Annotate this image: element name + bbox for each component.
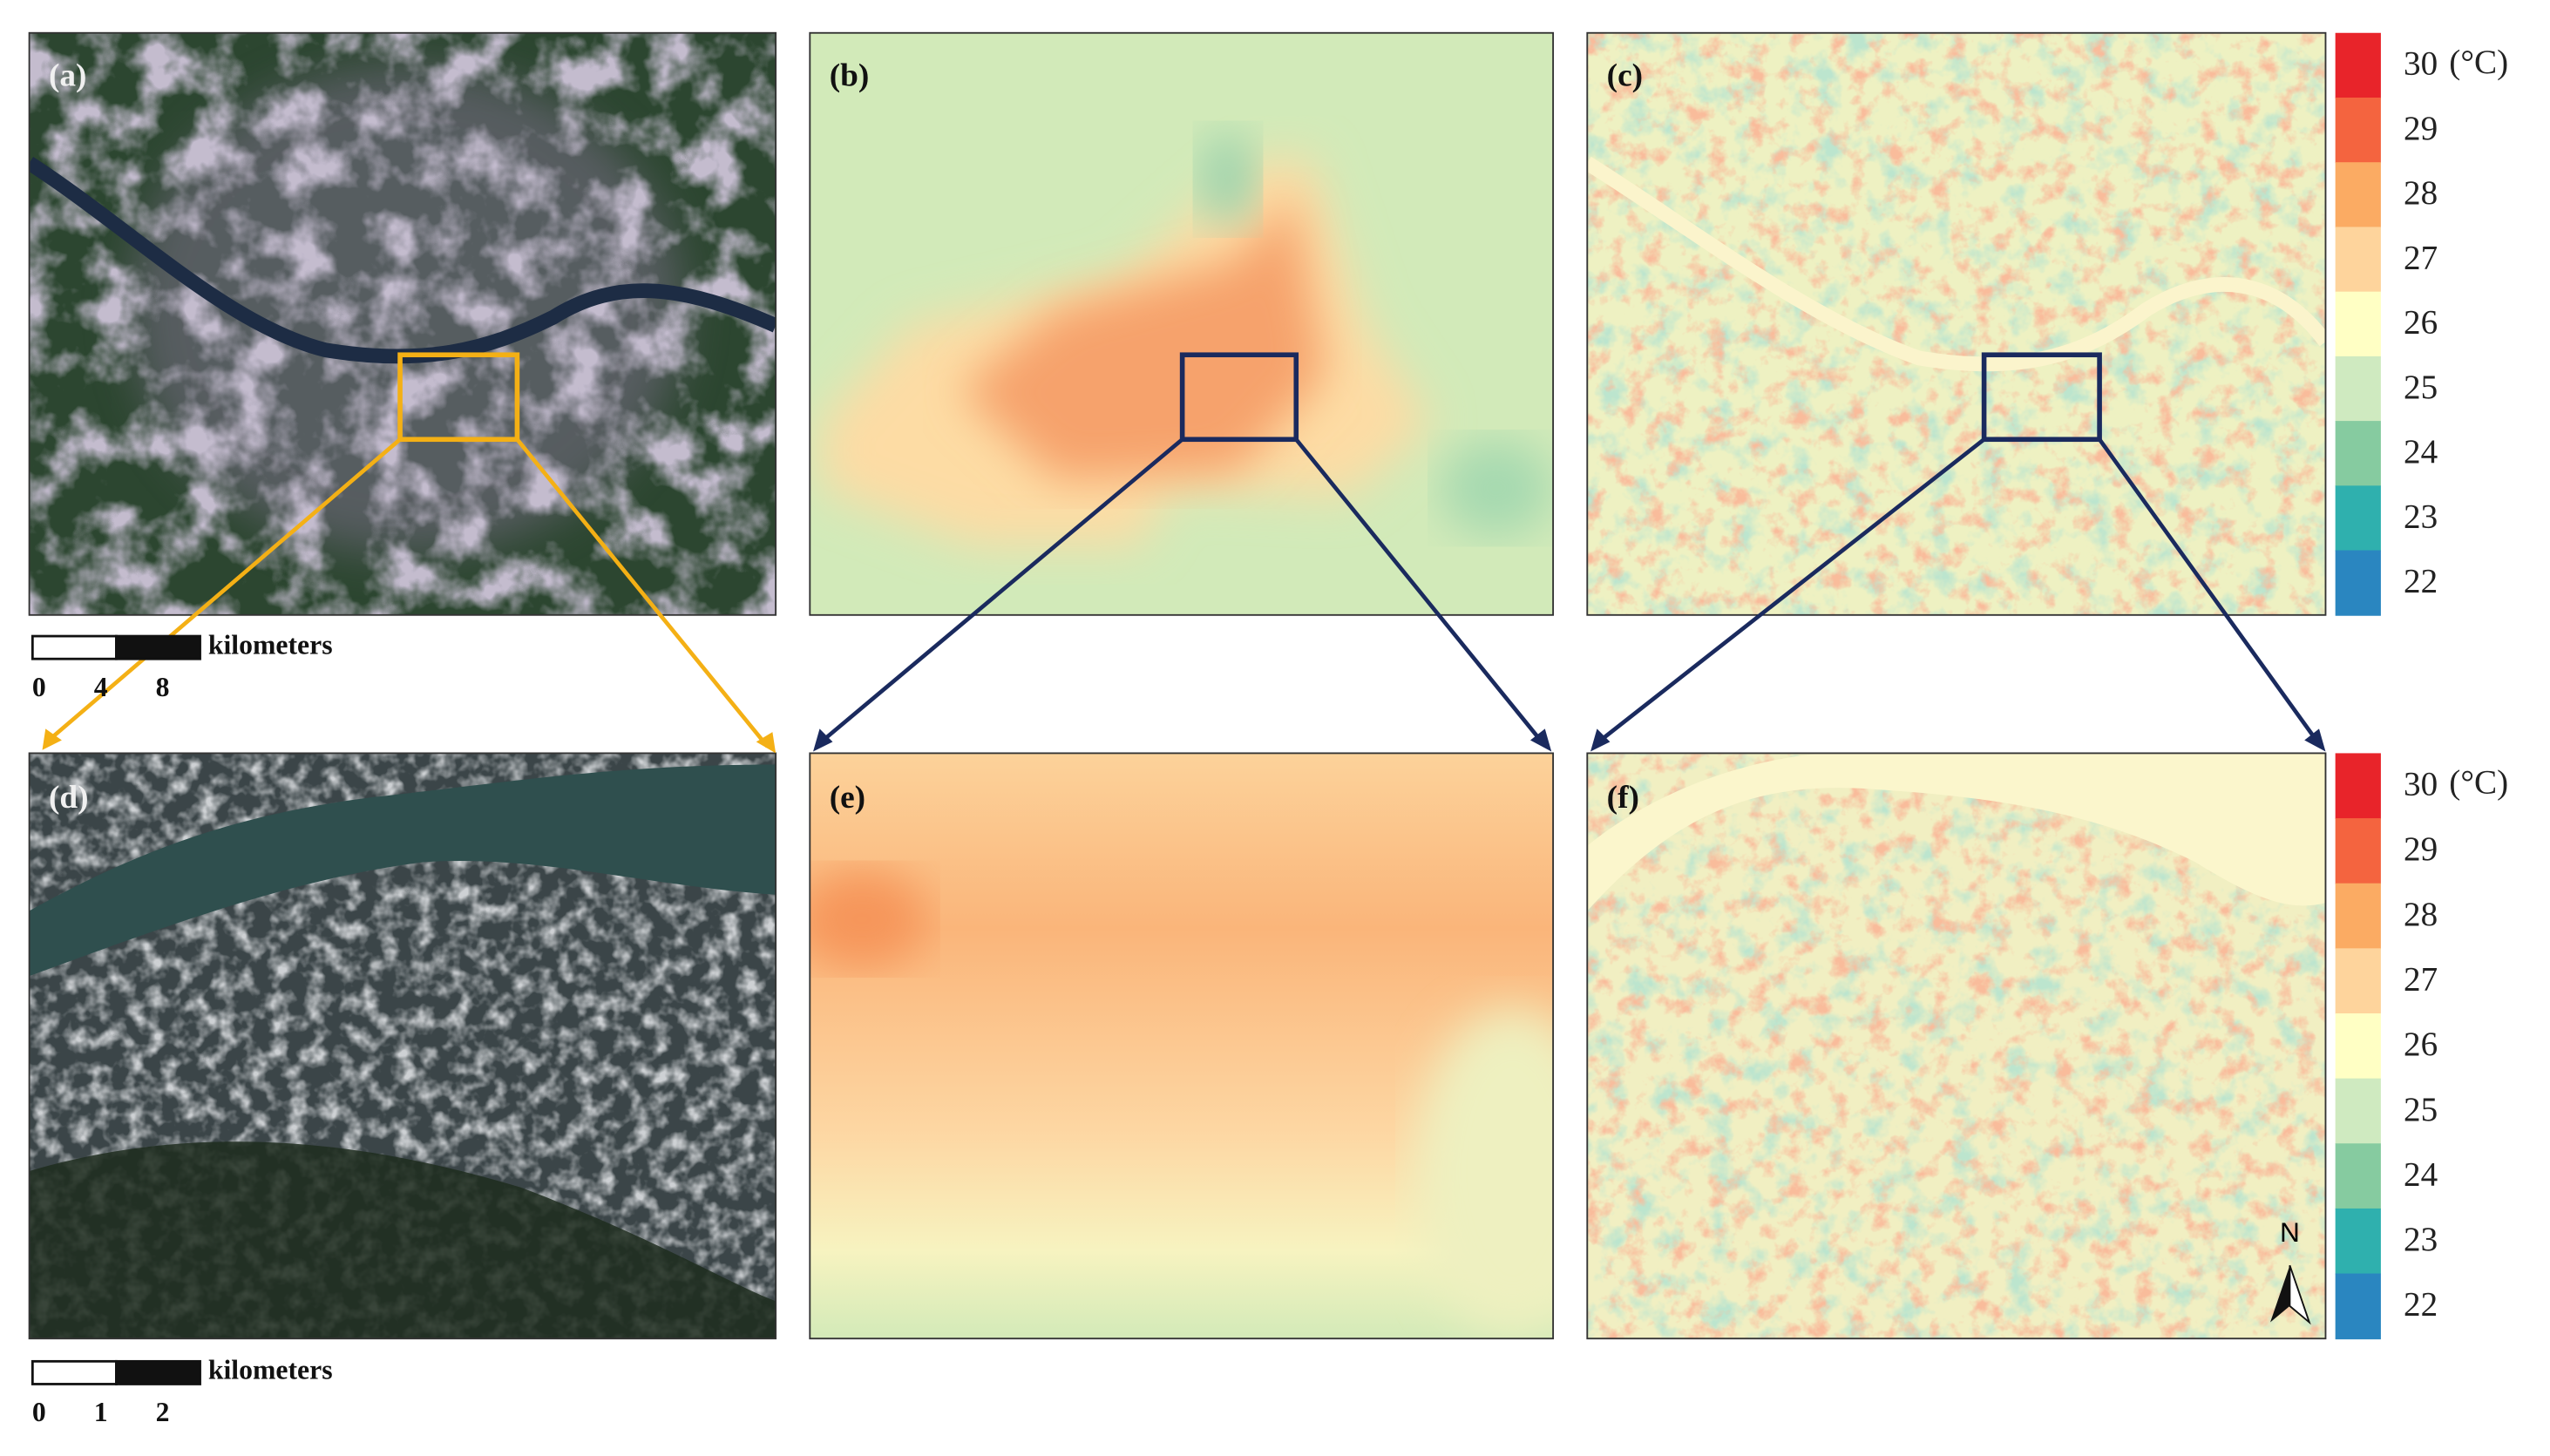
cool-area bbox=[1439, 439, 1554, 538]
colorbar-segment bbox=[2335, 818, 2381, 884]
colorbar-label: 26 bbox=[2404, 1026, 2438, 1063]
arrow-head bbox=[1590, 728, 1611, 752]
colorbar-label: 22 bbox=[2404, 563, 2438, 600]
panel-label: (f) bbox=[1607, 780, 1639, 816]
colorbar-label: 24 bbox=[2404, 433, 2438, 471]
colorbar-label: 23 bbox=[2404, 1221, 2438, 1258]
scalebar-tick: 8 bbox=[156, 672, 170, 702]
scalebar-unit: kilometers bbox=[208, 629, 333, 660]
scalebar-black bbox=[115, 634, 201, 660]
zoom-line bbox=[1597, 437, 1986, 744]
frame bbox=[1586, 31, 2327, 616]
scalebar-white bbox=[31, 1359, 118, 1385]
arrow-head bbox=[2304, 728, 2326, 752]
colorbar-label: 28 bbox=[2404, 174, 2438, 212]
texture bbox=[1587, 32, 2326, 615]
scalebar-tick: 0 bbox=[32, 672, 46, 702]
colorbar-segment bbox=[2335, 753, 2381, 819]
colorbar-segment bbox=[2335, 227, 2381, 293]
colorbar-label: 29 bbox=[2404, 830, 2438, 868]
colorbar-segment bbox=[2335, 162, 2381, 228]
panel-e bbox=[810, 753, 1554, 1339]
cool-area bbox=[1414, 1008, 1554, 1334]
zoom-line bbox=[2098, 437, 2320, 743]
scalebar-tick: 2 bbox=[156, 1397, 170, 1427]
zoom-box bbox=[397, 352, 520, 443]
scalebar-black bbox=[115, 1359, 201, 1385]
texture bbox=[29, 32, 777, 615]
river bbox=[1587, 156, 2326, 372]
north-arrow bbox=[2289, 1264, 2311, 1325]
arrow-head bbox=[42, 728, 62, 750]
zoom-line bbox=[47, 437, 402, 742]
north-label: N bbox=[2280, 1216, 2300, 1248]
panel-f bbox=[1587, 753, 2326, 1339]
zoom-guides bbox=[42, 352, 2326, 754]
river bbox=[29, 764, 777, 977]
hot-area bbox=[959, 195, 1326, 480]
colorbar-unit: (°C) bbox=[2449, 44, 2508, 81]
zoom-line bbox=[1294, 437, 1543, 743]
frame bbox=[28, 752, 777, 1340]
panel-label: (b) bbox=[830, 58, 870, 94]
colorbar-label: 27 bbox=[2404, 239, 2438, 276]
colorbar-label: 22 bbox=[2404, 1286, 2438, 1324]
colorbar-label: 30 bbox=[2404, 45, 2438, 83]
colorbar-segment bbox=[2335, 356, 2381, 423]
colorbar-label: 28 bbox=[2404, 896, 2438, 933]
frame bbox=[1586, 752, 2327, 1340]
colorbar-segment bbox=[2335, 32, 2381, 98]
colorbar-label: 23 bbox=[2404, 498, 2438, 535]
zoom-box bbox=[1981, 352, 2102, 443]
colorbar-label: 29 bbox=[2404, 110, 2438, 147]
scalebar-tick: 0 bbox=[32, 1397, 46, 1427]
zoom-box bbox=[1179, 352, 1299, 443]
colorbar-segment bbox=[2335, 1143, 2381, 1209]
scalebar-unit: kilometers bbox=[208, 1355, 333, 1385]
colorbar-segment bbox=[2335, 550, 2381, 616]
colorbar-label: 26 bbox=[2404, 304, 2438, 342]
colorbar-segment bbox=[2335, 1273, 2381, 1340]
panel-b bbox=[810, 32, 1554, 615]
panel-label: (d) bbox=[49, 780, 89, 816]
river bbox=[1587, 753, 2326, 911]
colorbar-segment bbox=[2335, 883, 2381, 950]
hot-area bbox=[810, 870, 927, 968]
colorbar-unit: (°C) bbox=[2449, 764, 2508, 802]
panel-c bbox=[1587, 32, 2326, 615]
frame bbox=[28, 31, 777, 616]
colorbar-segment bbox=[2335, 1078, 2381, 1145]
colorbar-segment bbox=[2335, 97, 2381, 164]
colorbar-segment bbox=[2335, 1012, 2381, 1080]
scalebar-tick: 1 bbox=[94, 1397, 108, 1427]
frame bbox=[809, 31, 1555, 616]
scalebar-tick: 4 bbox=[94, 672, 108, 702]
cool-area bbox=[1198, 130, 1258, 228]
colorbar-label: 25 bbox=[2404, 369, 2438, 406]
panel-label: (c) bbox=[1607, 58, 1643, 94]
colorbar-segment bbox=[2335, 485, 2381, 552]
colorbar-label: 30 bbox=[2404, 766, 2438, 803]
forest bbox=[29, 1141, 777, 1339]
panel-label: (e) bbox=[830, 780, 865, 816]
arrow-head bbox=[813, 728, 833, 752]
colorbar-label: 27 bbox=[2404, 961, 2438, 999]
arrow-head bbox=[1529, 728, 1552, 752]
panel-a bbox=[29, 32, 777, 615]
colorbar-segment bbox=[2335, 1208, 2381, 1275]
zoom-line bbox=[819, 437, 1184, 744]
colorbar-label: 25 bbox=[2404, 1091, 2438, 1128]
colorbar-label: 24 bbox=[2404, 1155, 2438, 1193]
zoom-line bbox=[515, 437, 770, 748]
frame bbox=[809, 752, 1555, 1340]
panel-label: (a) bbox=[49, 58, 87, 94]
colorbar-segment bbox=[2335, 948, 2381, 1014]
scalebar-white bbox=[31, 634, 118, 660]
colorbar-segment bbox=[2335, 291, 2381, 357]
panel-d bbox=[29, 753, 777, 1339]
colorbar-segment bbox=[2335, 421, 2381, 487]
arrow-head bbox=[756, 732, 777, 754]
